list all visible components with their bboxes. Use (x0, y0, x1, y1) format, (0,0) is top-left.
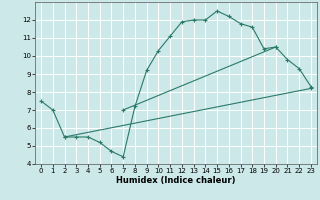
X-axis label: Humidex (Indice chaleur): Humidex (Indice chaleur) (116, 176, 236, 185)
